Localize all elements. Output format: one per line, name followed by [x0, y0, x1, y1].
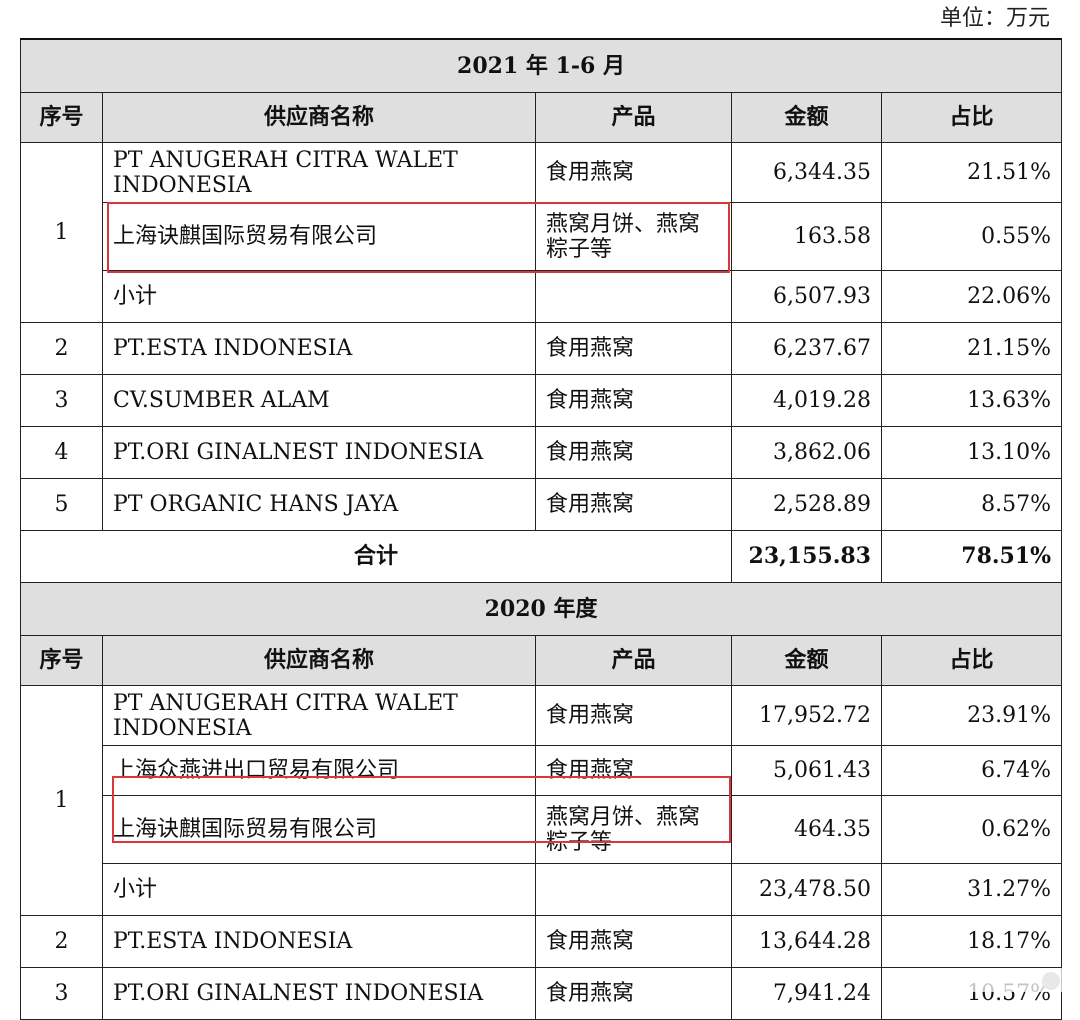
- table-row-highlighted: 上海诀麒国际贸易有限公司 燕窝月饼、燕窝粽子等 163.58 0.55%: [21, 202, 1063, 271]
- amount-value: 163.58: [731, 202, 882, 271]
- supplier-name: PT ANUGERAH CITRA WALET INDONESIA: [102, 685, 536, 746]
- subtotal-ratio: 22.06%: [880, 270, 1063, 323]
- ratio-value: 21.51%: [880, 142, 1063, 203]
- product-name: 食用燕窝: [535, 142, 732, 203]
- unit-label: 单位：万元: [939, 6, 1050, 31]
- empty-cell: [535, 863, 732, 916]
- row-index: 4: [20, 426, 103, 479]
- ratio-value: 13.63%: [880, 374, 1063, 427]
- period-title: 2020 年度: [19, 582, 1063, 636]
- subtotal-amount: 23,478.50: [731, 863, 882, 916]
- amount-value: 2,528.89: [731, 478, 882, 531]
- period-title: 2021 年 1-6 月: [19, 38, 1063, 93]
- subtotal-amount: 6,507.93: [731, 270, 882, 323]
- supplier-name: PT ANUGERAH CITRA WALET INDONESIA: [102, 142, 536, 203]
- product-name: 燕窝月饼、燕窝粽子等: [535, 795, 732, 864]
- col-product-header: 产品: [535, 635, 732, 686]
- ratio-value: 0.62%: [880, 795, 1063, 864]
- row-index: 3: [20, 374, 103, 427]
- header-row: 序号 供应商名称 产品 金额 占比: [20, 635, 1063, 686]
- ratio-value: 23.91%: [880, 685, 1063, 746]
- period-row-2020: 2020 年度: [19, 582, 1063, 636]
- amount-value: 17,952.72: [731, 685, 882, 746]
- subtotal-ratio: 31.27%: [880, 863, 1063, 916]
- table-row-highlighted: 上海诀麒国际贸易有限公司 燕窝月饼、燕窝粽子等 464.35 0.62%: [21, 795, 1063, 864]
- ratio-value: 8.57%: [880, 478, 1063, 531]
- product-name: 食用燕窝: [535, 322, 732, 375]
- subtotal-label: 小计: [102, 863, 536, 916]
- supplier-name: CV.SUMBER ALAM: [102, 374, 536, 427]
- table-row: 2 PT.ESTA INDONESIA 食用燕窝 13,644.28 18.17…: [20, 915, 1063, 968]
- supplier-name: 上海诀麒国际贸易有限公司: [102, 795, 536, 864]
- row-index: 5: [20, 478, 103, 531]
- product-name: 燕窝月饼、燕窝粽子等: [535, 202, 732, 271]
- ratio-value: 0.55%: [880, 202, 1063, 271]
- header-row: 序号 供应商名称 产品 金额 占比: [20, 92, 1063, 143]
- ratio-value: 18.17%: [880, 915, 1063, 968]
- supplier-name: PT.ESTA INDONESIA: [102, 322, 536, 375]
- supplier-table: 2021 年 1-6 月 序号 供应商名称 产品 金额 占比 1 PT ANUG…: [19, 38, 1063, 1020]
- amount-value: 6,237.67: [731, 322, 882, 375]
- ratio-value: 6.74%: [880, 745, 1063, 796]
- total-row: 合计 23,155.83 78.51%: [20, 530, 1063, 583]
- col-product-header: 产品: [535, 92, 732, 143]
- subtotal-row: 小计 6,507.93 22.06%: [21, 270, 1063, 323]
- table-row: 3 CV.SUMBER ALAM 食用燕窝 4,019.28 13.63%: [20, 374, 1063, 427]
- product-name: 食用燕窝: [535, 685, 732, 746]
- ratio-value: 21.15%: [880, 322, 1063, 375]
- table-row: 2 PT.ESTA INDONESIA 食用燕窝 6,237.67 21.15%: [20, 322, 1063, 375]
- col-ratio-header: 占比: [880, 635, 1063, 686]
- table-row: 3 PT.ORI GINALNEST INDONESIA 食用燕窝 7,941.…: [20, 967, 1063, 1020]
- col-supplier-header: 供应商名称: [102, 635, 536, 686]
- supplier-name: PT.ESTA INDONESIA: [102, 915, 536, 968]
- empty-cell: [535, 270, 732, 323]
- amount-value: 3,862.06: [731, 426, 882, 479]
- subtotal-label: 小计: [102, 270, 536, 323]
- col-amount-header: 金额: [731, 635, 882, 686]
- col-index-header: 序号: [20, 92, 103, 143]
- col-amount-header: 金额: [731, 92, 882, 143]
- table-row: 4 PT.ORI GINALNEST INDONESIA 食用燕窝 3,862.…: [20, 426, 1063, 479]
- amount-value: 4,019.28: [731, 374, 882, 427]
- total-ratio: 78.51%: [880, 530, 1063, 583]
- amount-value: 464.35: [731, 795, 882, 864]
- amount-value: 13,644.28: [731, 915, 882, 968]
- subtotal-row: 小计 23,478.50 31.27%: [21, 863, 1063, 916]
- product-name: 食用燕窝: [535, 915, 732, 968]
- row-index: 2: [20, 915, 103, 968]
- watermark-logo-icon: [1042, 972, 1060, 990]
- product-name: 食用燕窝: [535, 426, 732, 479]
- product-name: 食用燕窝: [535, 745, 732, 796]
- period-row-2021: 2021 年 1-6 月: [19, 38, 1063, 93]
- col-supplier-header: 供应商名称: [102, 92, 536, 143]
- amount-value: 6,344.35: [731, 142, 882, 203]
- product-name: 食用燕窝: [535, 967, 732, 1020]
- amount-value: 5,061.43: [731, 745, 882, 796]
- total-label: 合计: [20, 530, 732, 583]
- supplier-name: PT.ORI GINALNEST INDONESIA: [102, 967, 536, 1020]
- table-row: 1 PT ANUGERAH CITRA WALET INDONESIA 食用燕窝…: [20, 685, 1063, 916]
- table-row: 5 PT ORGANIC HANS JAYA 食用燕窝 2,528.89 8.5…: [20, 478, 1063, 531]
- supplier-name: PT.ORI GINALNEST INDONESIA: [102, 426, 536, 479]
- product-name: 食用燕窝: [535, 478, 732, 531]
- amount-value: 7,941.24: [731, 967, 882, 1020]
- col-index-header: 序号: [20, 635, 103, 686]
- row-index: 1: [20, 685, 103, 916]
- table-row: 上海众燕进出口贸易有限公司 食用燕窝 5,061.43 6.74%: [21, 745, 1063, 796]
- row-index: 2: [20, 322, 103, 375]
- product-name: 食用燕窝: [535, 374, 732, 427]
- row-index: 3: [20, 967, 103, 1020]
- total-amount: 23,155.83: [731, 530, 882, 583]
- table-row: 1 PT ANUGERAH CITRA WALET INDONESIA 食用燕窝…: [20, 142, 1063, 323]
- supplier-name: PT ORGANIC HANS JAYA: [102, 478, 536, 531]
- supplier-name: 上海众燕进出口贸易有限公司: [102, 745, 536, 796]
- col-ratio-header: 占比: [880, 92, 1063, 143]
- ratio-value: 13.10%: [880, 426, 1063, 479]
- row-index: 1: [20, 142, 103, 323]
- supplier-name: 上海诀麒国际贸易有限公司: [102, 202, 536, 271]
